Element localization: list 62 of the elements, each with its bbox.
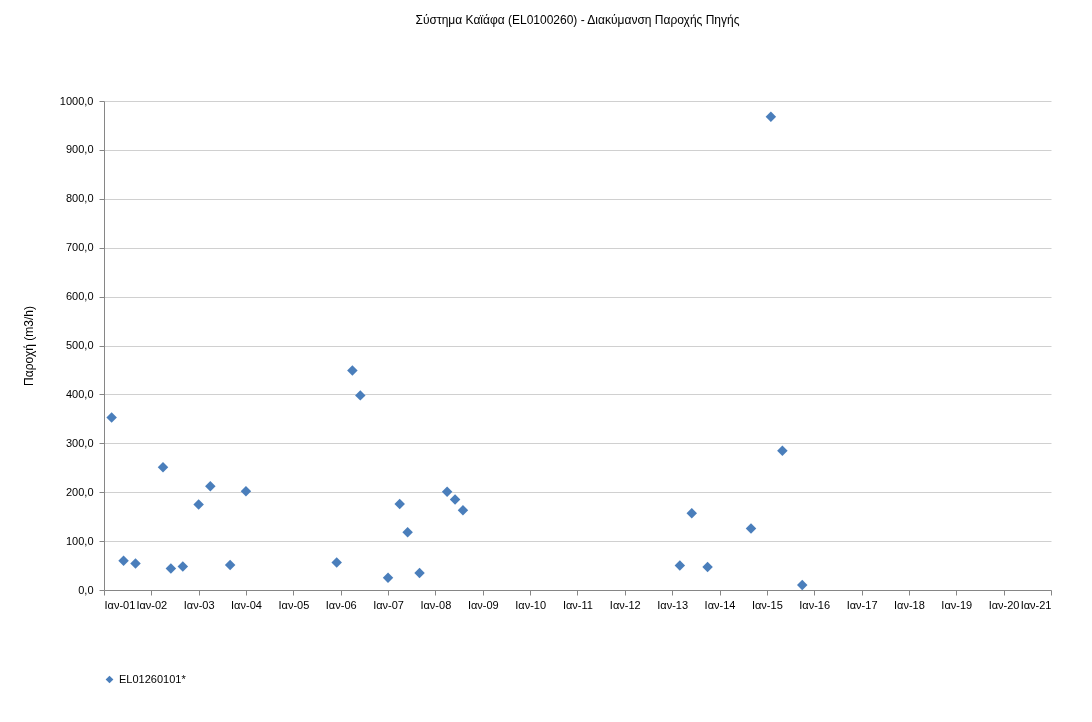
x-tick-label: Ιαν-19 — [941, 598, 973, 611]
point — [205, 481, 216, 492]
x-tick-label: Ιαν-05 — [278, 598, 310, 611]
x-tick-label: Ιαν-20 — [988, 598, 1020, 611]
point — [674, 560, 686, 571]
y-tick-label: 400,0 — [65, 387, 94, 400]
point — [165, 563, 177, 574]
point — [394, 498, 405, 510]
point — [702, 561, 713, 573]
x-tick-label: Ιαν-15 — [751, 598, 783, 611]
x-tick-label: Ιαν-06 — [325, 598, 357, 611]
point — [193, 499, 204, 510]
x-tick-label: Ιαν-12 — [609, 598, 641, 611]
x-tick-label: Ιαν-16 — [799, 598, 831, 611]
y-tick-label: 700,0 — [65, 241, 94, 254]
point — [686, 507, 698, 519]
x-tick-label: Ιαν-09 — [467, 598, 499, 611]
y-tick-label: 300,0 — [65, 436, 94, 449]
point — [382, 572, 394, 584]
point — [331, 557, 342, 568]
point — [130, 558, 141, 569]
x-tick-label: Ιαν-03 — [183, 598, 215, 611]
y-tick-label: 0,0 — [78, 583, 94, 596]
point — [106, 412, 117, 423]
point — [118, 555, 129, 566]
point — [224, 559, 236, 571]
point — [441, 486, 453, 497]
point — [796, 579, 808, 591]
y-tick-label: 900,0 — [65, 143, 94, 156]
x-tick-label: Ιαν-13 — [657, 598, 689, 611]
point — [402, 527, 413, 538]
x-tick-label: Ιαν-01 — [104, 598, 136, 611]
x-tick-label: Ιαν-14 — [704, 598, 736, 611]
x-tick-label: Ιαν-04 — [231, 598, 262, 611]
point — [177, 561, 189, 572]
x-tick-label: Ιαν-17 — [846, 598, 878, 611]
point — [777, 445, 788, 456]
y-tick-label: 800,0 — [65, 192, 94, 205]
y-tick-label: 500,0 — [65, 339, 94, 351]
y-tick-label: 600,0 — [65, 290, 94, 303]
x-tick-label: Ιαν-07 — [373, 598, 404, 611]
y-tick-label: 100,0 — [65, 534, 94, 547]
point — [765, 111, 777, 122]
chart-title: Σύστημα Καϊάφα (EL0100260) - Διακύμανση Παροχής Πηγής — [415, 13, 740, 27]
x-tick-label: Ιαν-21 — [1020, 598, 1052, 611]
x-tick-label: Ιαν-18 — [894, 598, 925, 611]
point — [347, 365, 358, 376]
point — [457, 505, 469, 516]
y-axis-title: Παροχή (m3/h) — [21, 306, 36, 386]
x-tick-label: Ιαν-11 — [562, 598, 593, 611]
point — [355, 390, 366, 401]
legend-label: EL01260101* — [119, 672, 187, 685]
point — [414, 567, 425, 579]
x-tick-label: Ιαν-08 — [420, 598, 452, 611]
y-tick-label: 1000,0 — [59, 94, 94, 107]
x-tick-label: Ιαν-02 — [136, 598, 168, 611]
point — [240, 485, 252, 497]
y-tick-label: 200,0 — [65, 485, 94, 498]
point — [157, 462, 169, 473]
point — [745, 523, 757, 534]
point — [449, 494, 461, 505]
x-tick-label: Ιαν-10 — [515, 598, 547, 611]
